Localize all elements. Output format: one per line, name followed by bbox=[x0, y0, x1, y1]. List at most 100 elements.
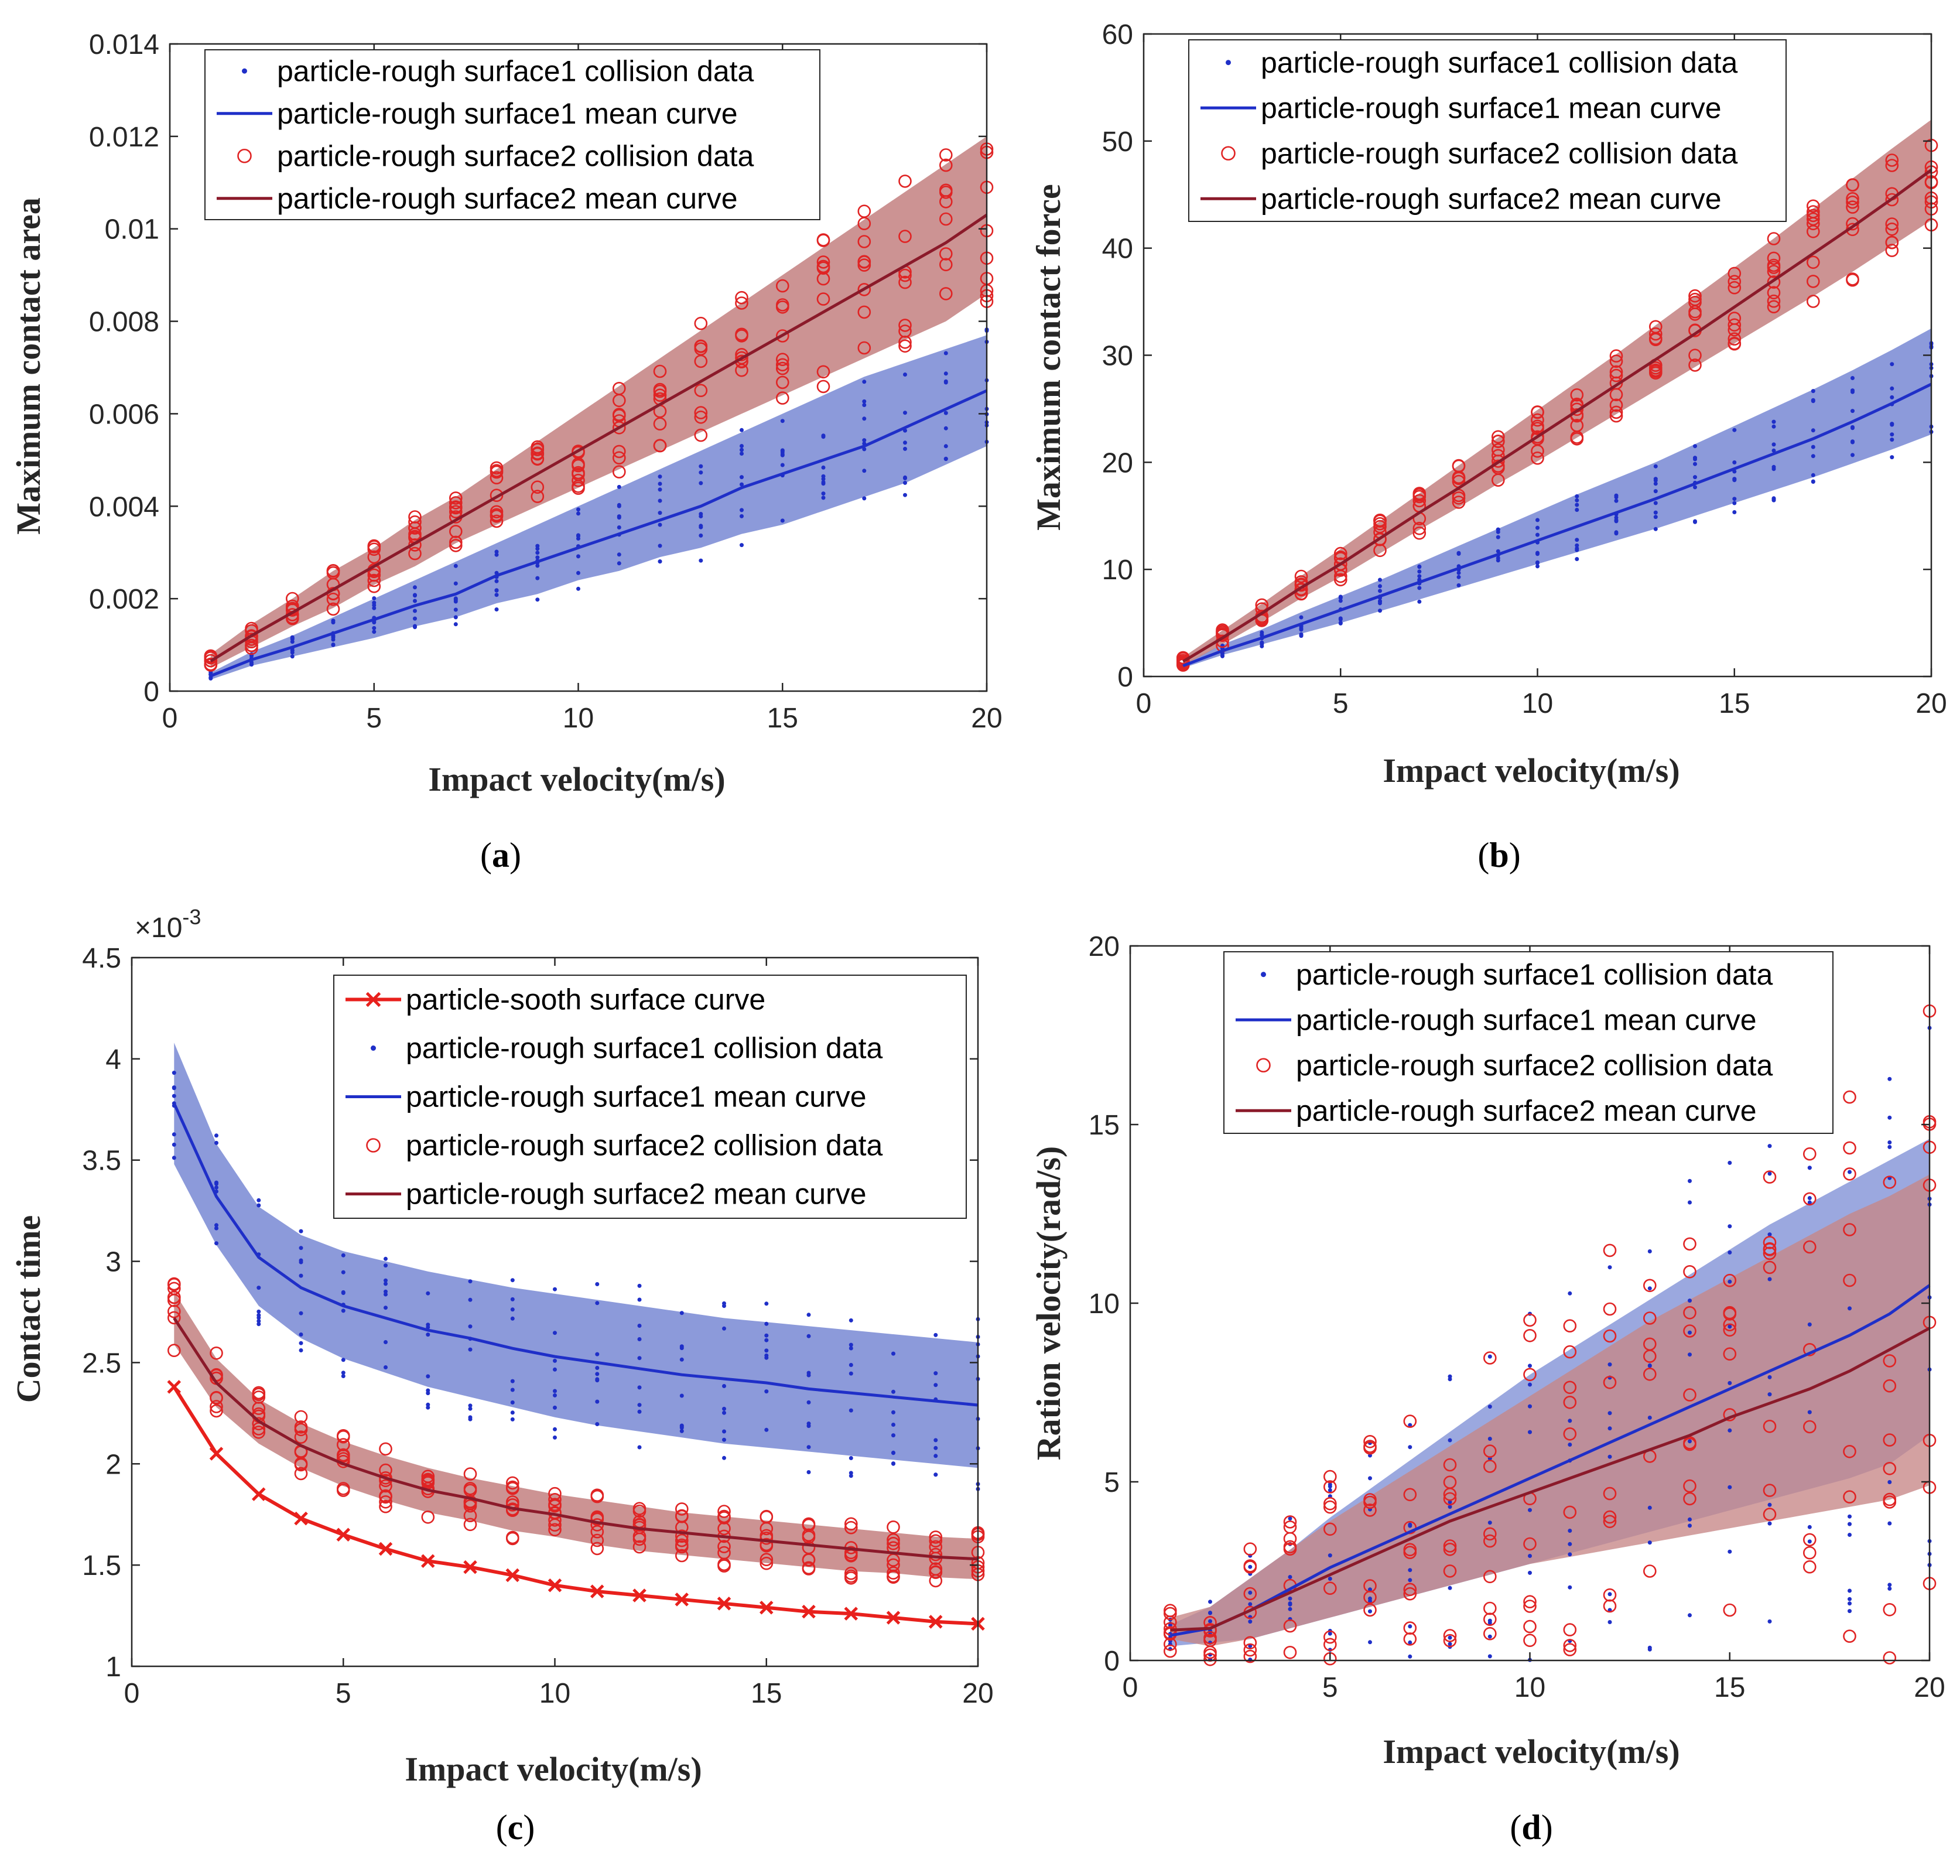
data-point bbox=[943, 411, 948, 415]
data-point bbox=[1483, 1570, 1497, 1584]
data-point bbox=[1363, 1503, 1377, 1517]
data-point bbox=[449, 505, 463, 519]
data-point bbox=[214, 1226, 218, 1231]
data-point bbox=[1883, 1651, 1897, 1665]
data-point bbox=[1487, 1520, 1492, 1525]
data-point bbox=[468, 1415, 473, 1420]
data-point bbox=[1496, 535, 1500, 539]
data-point bbox=[1328, 1631, 1332, 1636]
data-point bbox=[844, 1571, 858, 1585]
data-point bbox=[1767, 1171, 1772, 1176]
legend-dot-icon bbox=[1226, 60, 1231, 66]
data-point bbox=[653, 439, 667, 453]
data-point bbox=[1767, 261, 1781, 274]
data-point bbox=[816, 234, 830, 247]
data-point bbox=[341, 1291, 346, 1295]
data-point bbox=[1811, 473, 1815, 477]
data-point bbox=[1412, 490, 1427, 504]
data-point bbox=[1492, 434, 1505, 448]
data-point bbox=[204, 658, 218, 671]
data-point bbox=[468, 1403, 473, 1408]
data-point bbox=[806, 1421, 811, 1426]
data-point bbox=[1609, 354, 1623, 368]
legend-dot-icon bbox=[371, 1045, 376, 1051]
data-point bbox=[717, 1540, 731, 1553]
data-point bbox=[1723, 1307, 1737, 1321]
data-point bbox=[776, 375, 789, 389]
y-tick-label: 1 bbox=[105, 1652, 121, 1683]
data-point bbox=[510, 1417, 515, 1421]
data-point bbox=[290, 640, 295, 644]
data-point bbox=[535, 576, 540, 580]
data-point bbox=[379, 1499, 392, 1513]
data-point bbox=[929, 1574, 943, 1588]
data-point bbox=[510, 1278, 515, 1283]
data-point bbox=[1723, 1347, 1737, 1361]
data-point bbox=[717, 1511, 731, 1525]
legend-label: particle-rough surface1 collision data bbox=[1261, 46, 1738, 79]
x-tick-label: 15 bbox=[1714, 1672, 1745, 1703]
data-point bbox=[553, 1287, 557, 1291]
data-point bbox=[764, 1353, 769, 1358]
data-point bbox=[1443, 1475, 1457, 1489]
data-point bbox=[299, 1341, 303, 1345]
data-point bbox=[1811, 445, 1815, 449]
data-point bbox=[1767, 294, 1781, 308]
data-point bbox=[413, 585, 417, 590]
data-point bbox=[1443, 1629, 1457, 1642]
data-point bbox=[1771, 496, 1776, 501]
data-point bbox=[740, 428, 744, 432]
data-point bbox=[740, 452, 744, 456]
data-point bbox=[806, 1470, 811, 1474]
data-point bbox=[341, 1371, 346, 1375]
data-point bbox=[1732, 497, 1737, 501]
data-point bbox=[722, 1406, 726, 1411]
data-point bbox=[1288, 1607, 1292, 1611]
data-point bbox=[531, 490, 545, 503]
data-point bbox=[1693, 462, 1697, 466]
data-point bbox=[384, 1278, 388, 1283]
y-tick-label: 0.014 bbox=[89, 29, 159, 60]
data-point bbox=[1850, 453, 1855, 457]
data-point bbox=[494, 579, 499, 583]
data-point bbox=[1807, 1525, 1812, 1529]
data-point bbox=[1693, 519, 1697, 524]
data-point bbox=[1575, 546, 1579, 551]
data-point bbox=[694, 339, 708, 353]
data-point bbox=[336, 1430, 350, 1444]
data-point bbox=[1883, 1433, 1897, 1447]
data-point bbox=[699, 558, 703, 563]
data-point bbox=[494, 552, 499, 557]
data-point bbox=[675, 1529, 689, 1543]
data-point bbox=[675, 1509, 689, 1523]
data-point bbox=[294, 1410, 308, 1424]
data-point bbox=[590, 1488, 604, 1502]
data-point bbox=[1843, 1629, 1856, 1643]
data-point bbox=[780, 463, 785, 467]
data-point bbox=[1683, 1324, 1696, 1338]
data-point bbox=[1568, 1542, 1572, 1546]
data-point bbox=[849, 1346, 853, 1351]
data-point bbox=[572, 481, 585, 495]
legend: particle-sooth surface curve particle-rou… bbox=[333, 975, 967, 1219]
x-marker bbox=[717, 1597, 731, 1611]
confidence-band-2 bbox=[210, 136, 987, 668]
data-point bbox=[1848, 1588, 1852, 1593]
data-point bbox=[760, 1556, 774, 1570]
x-tick-label: 10 bbox=[1514, 1672, 1545, 1703]
data-point bbox=[1846, 273, 1859, 287]
data-point bbox=[1523, 1634, 1537, 1647]
x-axis-label: Impact velocity(m/s) bbox=[428, 760, 725, 798]
data-point bbox=[531, 480, 545, 494]
data-point bbox=[1887, 1583, 1892, 1587]
data-point bbox=[167, 1278, 181, 1291]
data-point bbox=[336, 1438, 350, 1451]
data-point bbox=[699, 533, 703, 538]
data-point bbox=[256, 1322, 261, 1327]
data-point bbox=[1728, 337, 1742, 351]
data-point bbox=[172, 1142, 176, 1147]
data-point bbox=[887, 1566, 900, 1580]
data-point bbox=[1603, 1329, 1617, 1343]
data-point bbox=[1248, 1564, 1253, 1569]
data-point bbox=[331, 635, 336, 640]
